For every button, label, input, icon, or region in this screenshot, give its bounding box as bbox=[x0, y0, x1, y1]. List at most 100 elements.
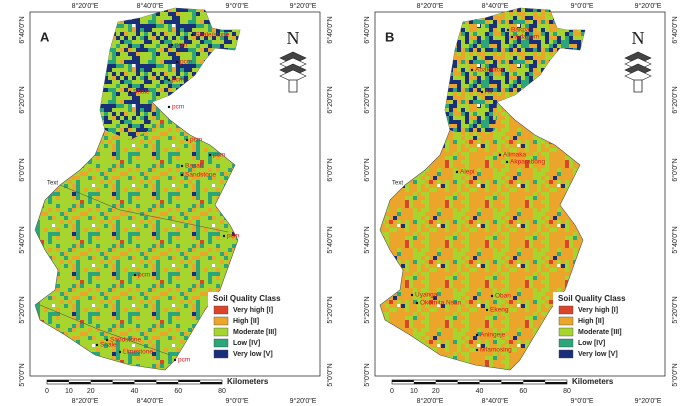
map-label: Okomita Nsan bbox=[420, 300, 462, 307]
lon-label: 8°20'0"E bbox=[417, 397, 444, 405]
site-marker bbox=[175, 60, 179, 64]
legend-swatch bbox=[213, 316, 229, 326]
scale-segment bbox=[457, 382, 480, 384]
lat-label: 6°20'0"N bbox=[18, 86, 26, 113]
scale-label: 10 bbox=[65, 388, 73, 395]
site-marker bbox=[455, 170, 459, 174]
legend-swatch bbox=[213, 305, 229, 315]
site-marker bbox=[505, 160, 509, 164]
map-label: Ekeng bbox=[490, 307, 509, 314]
map-panel: 8°20'0"E 8°20'0"E 8°40'0"E 8°40'0"E 9°0'0"E 9… bbox=[363, 2, 679, 405]
map-label: Ali bbox=[485, 89, 492, 96]
lat-label: 6°0'0"N bbox=[363, 158, 371, 181]
site-marker bbox=[128, 90, 132, 94]
scale-segment bbox=[156, 382, 179, 384]
lat-label: 5°40'0"N bbox=[363, 226, 371, 253]
map-label: pcm bbox=[180, 59, 192, 66]
lon-label: 9°20'0"E bbox=[290, 397, 317, 405]
scale-label: 60 bbox=[519, 388, 527, 395]
legend-label: Moderate [III] bbox=[233, 329, 277, 336]
scale-segment bbox=[413, 382, 436, 384]
lon-label: 8°40'0"E bbox=[482, 2, 509, 10]
map-label: Sandstone bbox=[110, 337, 141, 344]
site-marker bbox=[510, 35, 514, 39]
site-marker bbox=[185, 138, 189, 142]
scale-segment bbox=[479, 380, 502, 382]
site-marker bbox=[118, 350, 122, 354]
site-marker bbox=[133, 273, 137, 277]
legend-swatch bbox=[558, 305, 574, 315]
lon-label: 8°20'0"E bbox=[72, 2, 99, 10]
legend-swatch bbox=[558, 327, 574, 337]
map-label: Sandstone bbox=[185, 172, 216, 179]
lat-label: 5°0'0"N bbox=[326, 363, 334, 386]
scale-label: 40 bbox=[476, 388, 484, 395]
panel-letter: A bbox=[40, 29, 50, 44]
scale-unit: Kilometers bbox=[572, 377, 614, 386]
map-label: pcm bbox=[175, 42, 187, 49]
site-marker bbox=[95, 343, 99, 347]
scale-label: 20 bbox=[432, 388, 440, 395]
lat-label: 6°40'0"N bbox=[671, 16, 679, 43]
map-label: Alimaka bbox=[503, 152, 527, 159]
legend-swatch bbox=[213, 327, 229, 337]
north-label: N bbox=[287, 28, 300, 48]
map-label: Aningeje bbox=[480, 332, 506, 339]
lat-label: 5°40'0"N bbox=[18, 226, 26, 253]
scale-label: 0 bbox=[45, 388, 49, 395]
lon-label: 9°0'0"E bbox=[571, 2, 594, 10]
legend-swatch bbox=[213, 349, 229, 359]
map-label: pcm bbox=[172, 104, 184, 111]
scale-segment bbox=[545, 382, 567, 384]
lat-label: 5°40'0"N bbox=[326, 226, 334, 253]
legend-swatch bbox=[558, 316, 574, 326]
scale-segment bbox=[134, 380, 157, 382]
site-marker bbox=[410, 293, 414, 297]
lat-label: 6°0'0"N bbox=[326, 158, 334, 181]
map-label: pcm bbox=[190, 137, 202, 144]
legend-swatch bbox=[558, 349, 574, 359]
legend-label: Low [IV] bbox=[578, 340, 605, 347]
map-label: Limestone bbox=[123, 349, 153, 356]
site-marker bbox=[170, 43, 174, 47]
lat-label: 6°40'0"N bbox=[363, 16, 371, 43]
map-label: Akparabong bbox=[510, 159, 545, 166]
map-label: Alepi bbox=[460, 169, 474, 176]
lat-label: 5°20'0"N bbox=[326, 296, 334, 323]
scale-segment bbox=[90, 380, 113, 382]
lon-label: 9°20'0"E bbox=[635, 2, 662, 10]
note: Text bbox=[392, 181, 403, 187]
scale-label: 10 bbox=[410, 388, 418, 395]
map-label: Abakaliba bbox=[475, 67, 504, 74]
panel-letter: B bbox=[385, 29, 394, 44]
legend-label: Very high [I] bbox=[233, 307, 273, 314]
boundary bbox=[59, 184, 229, 233]
site-marker bbox=[498, 153, 502, 157]
map-label: Shale bbox=[133, 89, 150, 96]
note: Text bbox=[47, 181, 58, 187]
lat-label: 5°20'0"N bbox=[671, 296, 679, 323]
map-label: pcm bbox=[213, 152, 225, 159]
legend-title: Soil Quality Class bbox=[213, 294, 281, 303]
legend-label: Very low [V] bbox=[233, 351, 273, 358]
lon-label: 8°20'0"E bbox=[72, 397, 99, 405]
legend-swatch bbox=[213, 338, 229, 348]
northern-region bbox=[100, 8, 240, 140]
scale-segment bbox=[47, 380, 69, 382]
site-marker bbox=[415, 301, 419, 305]
scale-label: 40 bbox=[131, 388, 139, 395]
site-marker bbox=[208, 153, 212, 157]
lon-label: 9°0'0"E bbox=[226, 397, 249, 405]
map-label: pcm bbox=[227, 233, 239, 240]
lat-label: 6°20'0"N bbox=[363, 86, 371, 113]
scale-segment bbox=[435, 380, 458, 382]
lat-label: 6°40'0"N bbox=[326, 16, 334, 43]
lat-label: 5°20'0"N bbox=[18, 296, 26, 323]
map-label: pcm bbox=[138, 272, 150, 279]
lon-label: 9°0'0"E bbox=[571, 397, 594, 405]
scale-label: 20 bbox=[87, 388, 95, 395]
lat-label: 5°0'0"N bbox=[671, 363, 679, 386]
scale-label: 60 bbox=[174, 388, 182, 395]
map-label: pcm bbox=[178, 357, 190, 364]
